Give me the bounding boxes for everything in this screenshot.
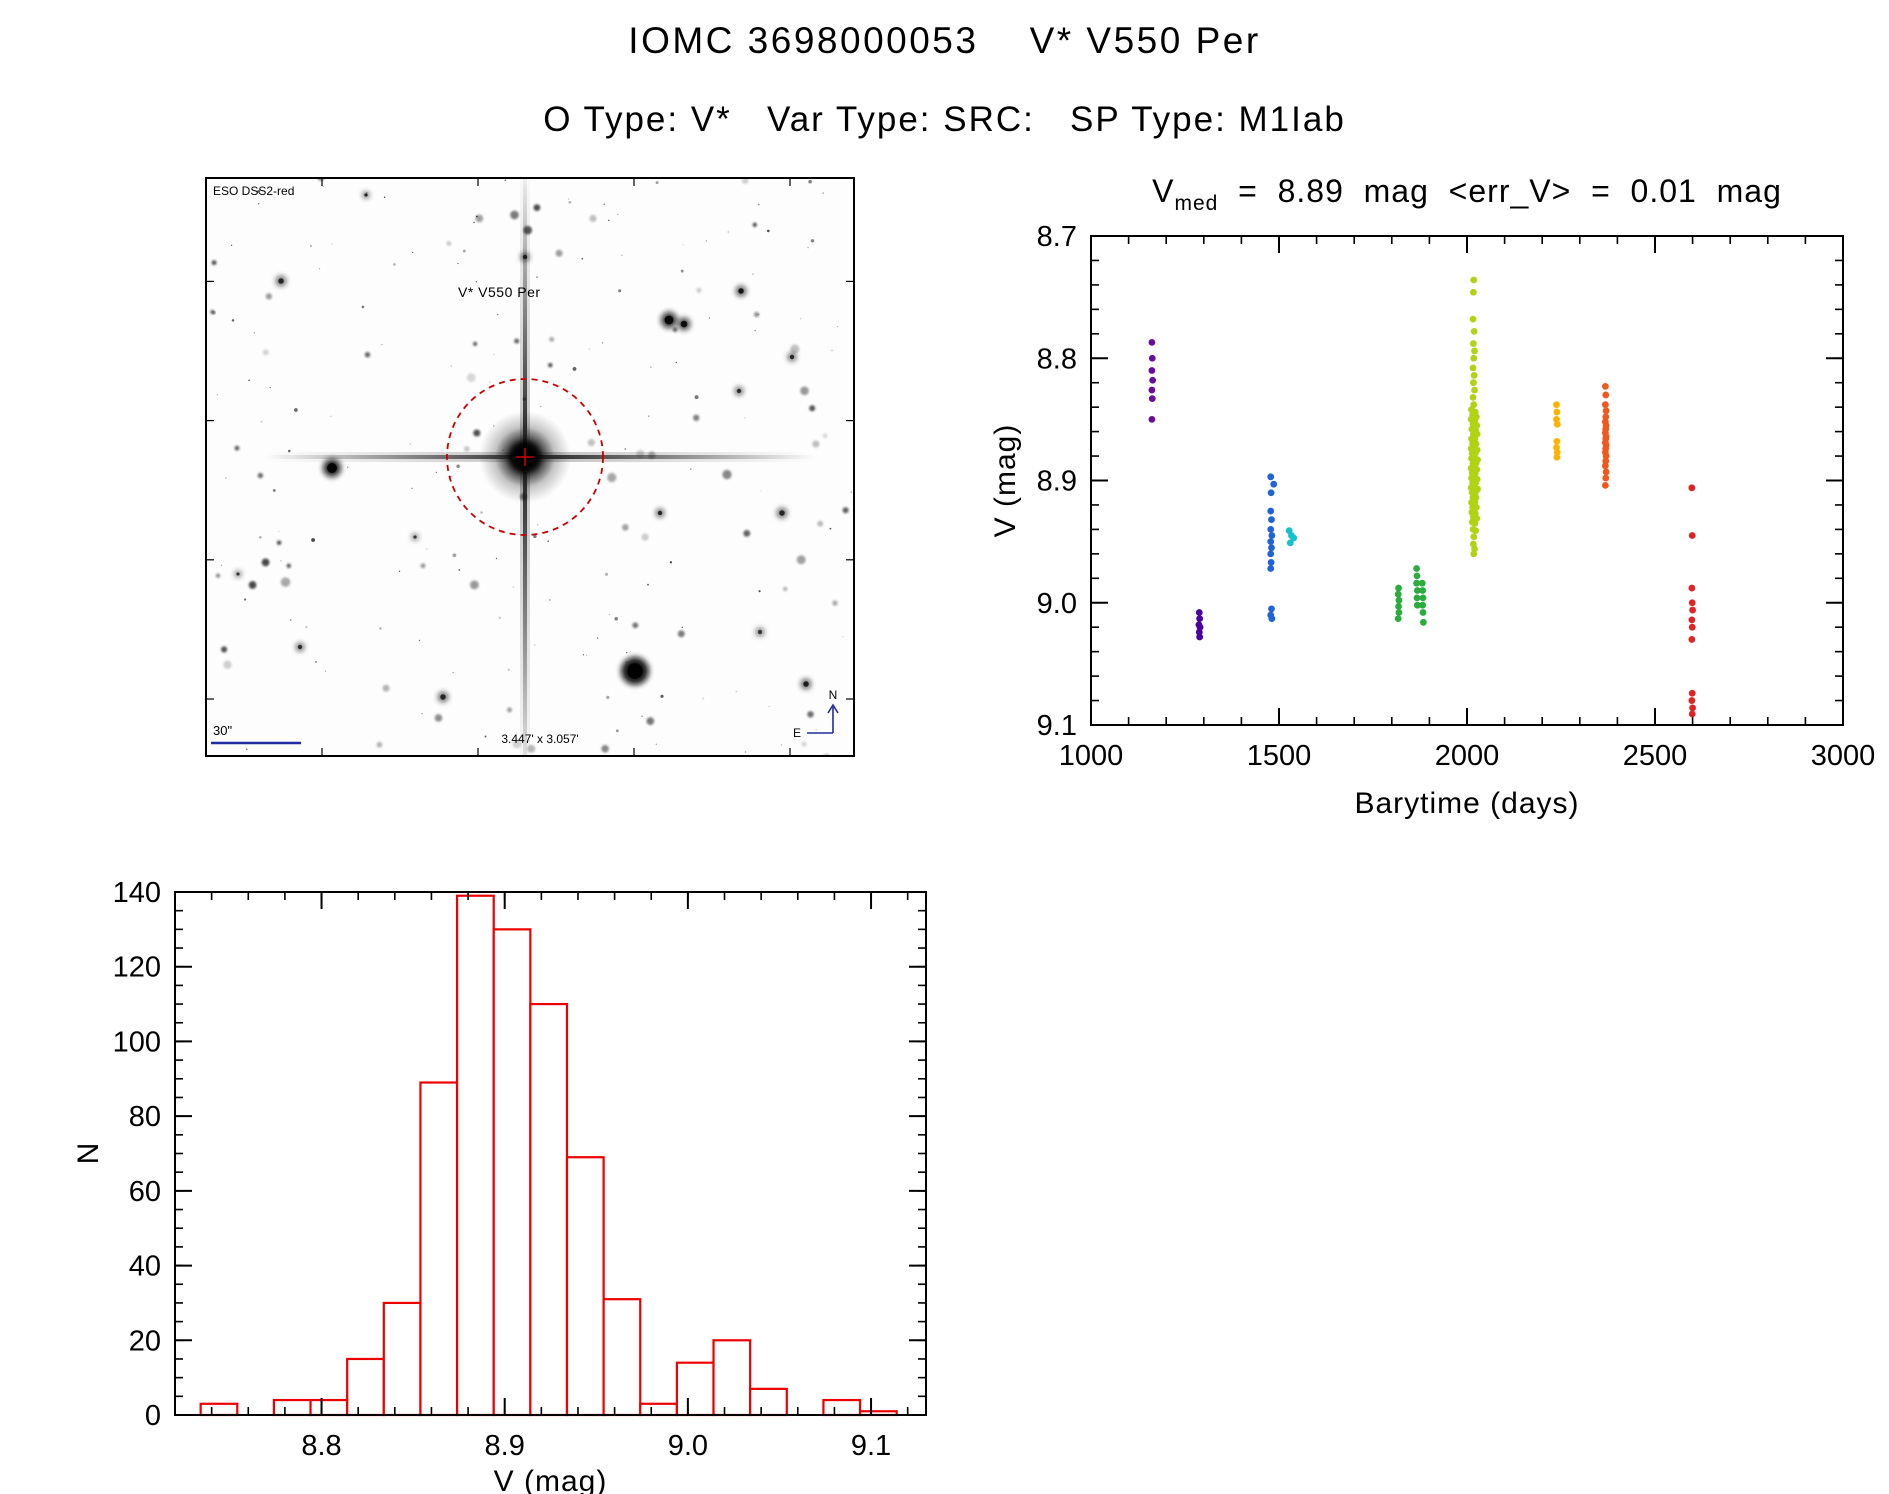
svg-text:V (mag): V (mag) — [989, 424, 1022, 538]
svg-text:20: 20 — [129, 1325, 161, 1357]
svg-text:8.9: 8.9 — [485, 1430, 525, 1462]
svg-text:2500: 2500 — [1623, 740, 1688, 772]
svg-text:9.0: 9.0 — [668, 1430, 708, 1462]
svg-text:80: 80 — [129, 1101, 161, 1133]
svg-text:8.9: 8.9 — [1037, 466, 1077, 498]
histogram-plot: 8.8 8.9 9.0 9.1 0 20 40 60 80 100 120 140 V (mag) N — [72, 877, 927, 1494]
svg-text:1000: 1000 — [1059, 740, 1124, 772]
svg-text:3000: 3000 — [1811, 740, 1876, 772]
finder-compass-north: N — [829, 688, 838, 702]
finder-fov-label: 3.447' x 3.057' — [501, 732, 578, 746]
page-subtitle: O Type: V* Var Type: SRC: SP Type: M1Iab — [543, 100, 1346, 139]
svg-text:8.8: 8.8 — [1037, 343, 1077, 375]
lightcurve-plot: 1000 1500 2000 2500 3000 8.7 8.8 8.9 9.0 9.1 Vmed … — [989, 173, 1876, 820]
svg-text:Barytime (days): Barytime (days) — [1354, 787, 1579, 820]
svg-text:0: 0 — [145, 1400, 161, 1432]
svg-text:140: 140 — [113, 877, 161, 909]
svg-text:9.0: 9.0 — [1037, 588, 1077, 620]
finder-scale-label: 30" — [213, 723, 232, 738]
finder-target-label: V* V550 Per — [458, 284, 541, 300]
svg-text:100: 100 — [113, 1026, 161, 1058]
svg-text:N: N — [72, 1143, 105, 1165]
svg-text:40: 40 — [129, 1251, 161, 1283]
svg-text:9.1: 9.1 — [851, 1430, 891, 1462]
svg-text:120: 120 — [113, 952, 161, 984]
finder-compass-east: E — [793, 726, 801, 740]
finder-chart-image: V* V550 Per ESO DSS2-red 30" 3.447' x 3.057… — [205, 177, 855, 757]
svg-text:9.1: 9.1 — [1037, 710, 1077, 742]
svg-text:60: 60 — [129, 1176, 161, 1208]
svg-text:8.7: 8.7 — [1037, 221, 1077, 253]
svg-text:8.8: 8.8 — [301, 1430, 341, 1462]
page-title: IOMC 3698000053 V* V550 Per — [628, 20, 1261, 61]
svg-text:Vmed = 8.89 mag <err_V> =: Vmed = 8.89 mag <err_V> = 0.01 mag — [1152, 173, 1782, 215]
svg-text:1500: 1500 — [1247, 740, 1312, 772]
finder-survey-label: ESO DSS2-red — [213, 184, 294, 198]
svg-text:2000: 2000 — [1435, 740, 1500, 772]
svg-text:V (mag): V (mag) — [494, 1465, 608, 1494]
